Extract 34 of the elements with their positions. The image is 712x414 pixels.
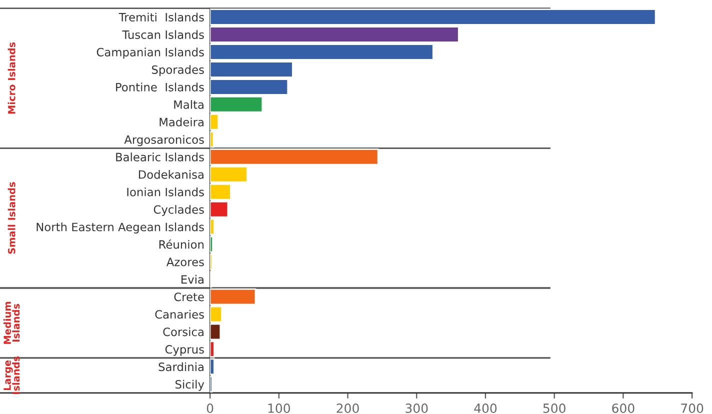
x-tick-label: 300 — [406, 404, 428, 413]
y-tick-label: Madeira — [160, 118, 204, 126]
x-tick-label: 400 — [474, 404, 497, 413]
text: Small Islands — [8, 182, 16, 254]
x-tick-label: 600 — [612, 404, 634, 413]
y-tick-label: Dodekanisa — [138, 170, 204, 179]
y-tick-label: Malta — [174, 100, 204, 109]
y-tick-label: Argosaronicos — [124, 135, 204, 146]
y-tick-label: Corsica — [163, 327, 204, 336]
y-tick-label: Evia — [182, 274, 204, 284]
x-tick-label: 500 — [543, 404, 566, 413]
y-tick-label: Sporades — [152, 65, 204, 76]
y-tick-label: Campanian Islands — [96, 48, 204, 59]
y-tick-label: Tuscan Islands — [122, 30, 204, 39]
y-tick-label: Sicily — [176, 380, 204, 391]
y-tick-label: Azores — [166, 258, 204, 266]
y-tick-label: Crete — [174, 292, 204, 302]
x-tick-label: 100 — [268, 404, 290, 413]
text: Large Islands — [4, 356, 20, 394]
x-tick-label: 700 — [681, 404, 704, 413]
x-tick-label: 200 — [336, 404, 359, 413]
y-tick-label: Balearic Islands — [116, 152, 204, 162]
text: Medium Islands — [3, 302, 20, 344]
y-tick-label: Cyprus — [165, 345, 204, 356]
y-tick-label: Pontine Islands — [116, 82, 204, 92]
y-tick-label: Cyclades — [154, 204, 204, 216]
y-tick-label: Ionian Islands — [127, 188, 204, 196]
text: Micro Islands — [8, 42, 16, 114]
y-tick-label: North Eastern Aegean Islands — [36, 222, 204, 234]
x-tick-label: 0 — [206, 404, 214, 413]
y-tick-label: Réunion — [159, 240, 204, 249]
y-tick-label: Tremiti Islands — [118, 12, 204, 22]
y-tick-label: Sardinia — [158, 362, 204, 372]
y-tick-label: Canaries — [155, 310, 204, 319]
